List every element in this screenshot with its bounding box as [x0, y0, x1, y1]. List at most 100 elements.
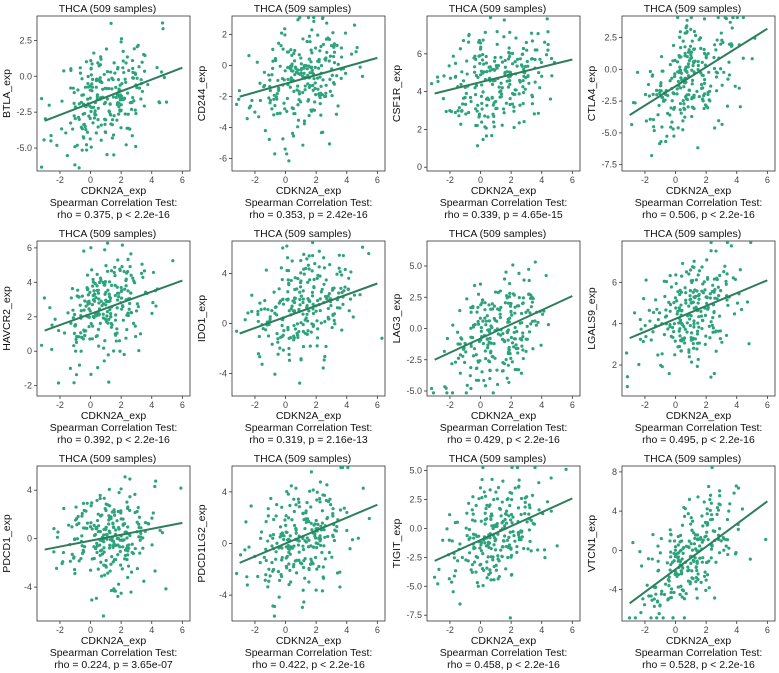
- x-tick-label: 4: [539, 175, 544, 185]
- data-point: [292, 562, 296, 567]
- data-point: [330, 555, 334, 559]
- data-point: [72, 101, 76, 106]
- x-tick-label: 2: [704, 175, 709, 185]
- data-point: [80, 294, 84, 298]
- data-point: [476, 319, 480, 324]
- data-point: [508, 82, 512, 86]
- data-point: [73, 571, 77, 576]
- data-point: [695, 289, 699, 293]
- data-point: [49, 133, 53, 138]
- data-point: [689, 314, 693, 318]
- data-point: [292, 89, 296, 93]
- y-axis-label: BTLA_exp: [1, 69, 13, 118]
- data-point: [490, 325, 494, 330]
- chart-title: THCA (509 samples): [254, 228, 351, 240]
- data-point: [688, 323, 692, 328]
- data-point: [513, 539, 517, 543]
- data-point: [682, 514, 687, 518]
- data-point: [283, 107, 287, 111]
- data-point: [655, 307, 659, 311]
- y-tick-label: 4: [27, 485, 32, 495]
- data-point: [530, 319, 535, 323]
- data-point: [661, 616, 665, 620]
- data-point: [39, 165, 44, 169]
- data-point: [627, 616, 632, 620]
- data-point: [692, 259, 696, 263]
- data-point: [691, 63, 695, 68]
- data-point: [507, 70, 512, 74]
- data-point: [546, 30, 550, 34]
- data-point: [280, 558, 284, 562]
- data-point: [720, 122, 724, 126]
- data-point: [112, 270, 116, 275]
- data-point: [696, 495, 700, 499]
- data-point: [73, 323, 78, 327]
- x-tick-label: 6: [180, 625, 185, 635]
- data-point: [234, 102, 239, 106]
- data-point: [687, 348, 691, 352]
- data-point: [311, 488, 315, 492]
- data-point: [151, 300, 155, 305]
- data-point: [512, 105, 516, 109]
- data-point: [280, 31, 284, 35]
- y-tick-label: -2: [219, 92, 227, 102]
- data-point: [131, 66, 135, 70]
- data-point: [491, 555, 495, 559]
- x-tick-label: 2: [704, 400, 709, 410]
- data-point: [293, 111, 297, 116]
- data-point: [492, 342, 496, 346]
- data-point: [549, 509, 553, 513]
- data-point: [77, 363, 82, 367]
- data-point: [87, 307, 91, 311]
- chart-title: THCA (509 samples): [449, 228, 546, 240]
- data-point: [287, 562, 291, 566]
- data-point: [287, 358, 292, 362]
- plot-frame: [231, 15, 386, 172]
- data-point: [96, 567, 100, 571]
- data-point: [135, 520, 139, 524]
- data-point: [703, 288, 707, 292]
- data-point: [125, 536, 129, 540]
- data-point: [329, 44, 334, 48]
- data-point: [97, 313, 101, 317]
- data-point: [523, 500, 527, 504]
- data-point: [352, 293, 357, 297]
- x-tick-label: 6: [765, 400, 770, 410]
- y-tick-label: -6: [219, 154, 227, 164]
- data-point: [477, 497, 481, 501]
- data-point: [309, 60, 313, 64]
- data-point: [116, 298, 120, 302]
- data-point: [72, 555, 76, 559]
- data-point: [312, 15, 316, 20]
- data-point: [747, 342, 751, 346]
- data-point: [490, 134, 494, 138]
- data-point: [478, 73, 483, 77]
- data-point: [656, 568, 661, 572]
- data-point: [290, 131, 295, 135]
- data-point: [298, 15, 302, 20]
- y-tick-label: 0.0: [409, 523, 422, 533]
- data-point: [641, 339, 645, 344]
- data-point: [255, 60, 259, 64]
- data-point: [123, 475, 127, 479]
- data-point: [488, 488, 492, 492]
- data-point: [358, 65, 362, 69]
- data-point: [343, 71, 348, 75]
- data-point: [689, 27, 693, 31]
- data-point: [120, 94, 124, 98]
- data-point: [488, 568, 492, 572]
- data-point: [669, 106, 673, 110]
- data-point: [491, 391, 495, 395]
- data-point: [97, 297, 101, 301]
- data-point: [690, 576, 694, 580]
- data-point: [527, 330, 532, 334]
- data-point: [495, 521, 499, 526]
- data-point: [264, 328, 268, 332]
- data-point: [307, 567, 311, 572]
- data-point: [246, 311, 250, 315]
- data-point: [684, 298, 688, 302]
- data-point: [696, 63, 700, 68]
- data-point: [507, 345, 511, 350]
- data-point: [98, 63, 103, 67]
- data-point: [503, 71, 507, 76]
